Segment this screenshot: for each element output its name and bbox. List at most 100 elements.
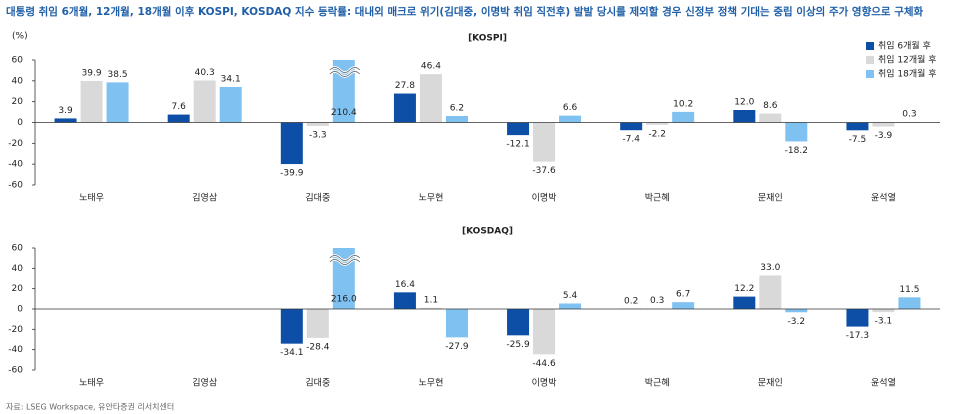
value-label: 1.1 xyxy=(424,295,438,305)
x-tick-label: 노태우 xyxy=(79,193,104,204)
bar xyxy=(533,122,556,162)
legend-swatch xyxy=(866,70,874,78)
value-label: 6.7 xyxy=(676,290,690,300)
value-label: 0.3 xyxy=(650,296,664,306)
value-label: 8.6 xyxy=(763,101,778,111)
bar xyxy=(280,122,303,165)
bar xyxy=(507,122,530,136)
bar xyxy=(219,86,242,123)
x-tick-label: 김대중 xyxy=(305,192,330,204)
value-label: -25.9 xyxy=(506,340,530,350)
value-label: 6.2 xyxy=(450,104,464,114)
value-label: 34.1 xyxy=(221,74,241,84)
x-tick-label: 이명박 xyxy=(532,193,557,204)
value-label: 12.2 xyxy=(734,284,754,294)
y-tick-label: 0 xyxy=(17,305,23,315)
bar xyxy=(646,122,669,125)
legend-swatch xyxy=(866,56,874,64)
x-tick-label: 이명박 xyxy=(532,378,557,389)
x-tick-label: 문재인 xyxy=(758,378,783,389)
bar xyxy=(54,118,77,123)
legend-label: 취임 12개월 후 xyxy=(878,54,937,66)
bar xyxy=(672,111,695,123)
bar xyxy=(80,80,103,123)
value-label: 27.8 xyxy=(395,81,415,91)
value-label: 216.0 xyxy=(331,295,357,305)
value-label: 3.9 xyxy=(58,106,73,116)
y-tick-label: 20 xyxy=(12,97,24,107)
bar xyxy=(393,292,416,309)
value-label: 0.3 xyxy=(902,110,916,120)
y-tick-label: 60 xyxy=(12,56,24,66)
value-label: -7.5 xyxy=(849,135,867,145)
y-tick-label: 0 xyxy=(17,118,23,128)
value-label: 40.3 xyxy=(195,68,215,78)
y-tick-label: 60 xyxy=(12,244,24,254)
x-tick-label: 박근혜 xyxy=(645,192,670,204)
x-tick-label: 김영삼 xyxy=(192,377,217,389)
bar xyxy=(620,122,643,131)
x-tick-label: 윤석열 xyxy=(871,378,896,389)
value-label: 16.4 xyxy=(395,280,415,290)
value-label: -34.1 xyxy=(280,348,303,358)
value-label: -39.9 xyxy=(280,169,304,179)
bar xyxy=(672,302,695,309)
bar xyxy=(393,93,416,123)
x-tick-label: 노무현 xyxy=(419,193,444,204)
bar xyxy=(733,296,756,309)
y-tick-label: -60 xyxy=(8,181,23,191)
x-tick-label: 박근혜 xyxy=(645,377,670,389)
x-tick-label: 문재인 xyxy=(758,193,783,204)
panel-title: [KOSDAQ] xyxy=(462,227,513,237)
y-tick-label: -20 xyxy=(8,325,23,335)
value-label: 10.2 xyxy=(673,99,693,109)
value-label: 7.6 xyxy=(172,102,187,112)
axis-break xyxy=(329,67,361,77)
value-label: 0.2 xyxy=(624,296,638,306)
y-unit: (%) xyxy=(12,32,28,42)
bar xyxy=(419,74,442,123)
y-tick-label: -40 xyxy=(8,160,23,170)
bar xyxy=(167,114,190,123)
bar xyxy=(846,122,869,131)
y-tick-label: -60 xyxy=(8,366,23,376)
bar xyxy=(898,297,921,309)
y-tick-label: -20 xyxy=(8,139,23,149)
bar xyxy=(507,309,530,336)
panel-title: [KOSPI] xyxy=(468,34,507,44)
bar xyxy=(533,309,556,355)
value-label: -28.4 xyxy=(306,342,330,352)
value-label: -3.2 xyxy=(788,317,806,327)
value-label: -3.1 xyxy=(875,317,893,327)
value-label: -44.6 xyxy=(532,359,556,369)
y-tick-label: 40 xyxy=(12,264,24,274)
bar xyxy=(733,110,756,123)
value-label: 12.0 xyxy=(734,98,754,108)
value-label: -18.2 xyxy=(785,146,808,156)
value-label: -17.3 xyxy=(846,331,869,341)
bar xyxy=(193,80,216,123)
x-tick-label: 윤석열 xyxy=(871,193,896,204)
bar xyxy=(872,309,895,313)
bar xyxy=(306,309,329,338)
value-label: -2.2 xyxy=(648,129,666,139)
value-label: 39.9 xyxy=(82,68,102,78)
x-tick-label: 김영삼 xyxy=(192,192,217,204)
bar xyxy=(445,309,468,338)
legend-label: 취임 18개월 후 xyxy=(878,68,937,80)
value-label: -12.1 xyxy=(506,140,529,150)
legend-label: 취임 6개월 후 xyxy=(878,40,931,52)
value-label: 210.4 xyxy=(331,108,357,118)
value-label: 11.5 xyxy=(899,285,919,295)
y-tick-label: 20 xyxy=(12,284,24,294)
bar xyxy=(872,122,895,127)
y-tick-label: 40 xyxy=(12,76,24,86)
y-tick-label: -40 xyxy=(8,345,23,355)
bar xyxy=(759,275,782,309)
x-tick-label: 김대중 xyxy=(305,377,330,389)
bar xyxy=(106,82,129,123)
value-label: -3.3 xyxy=(309,130,327,140)
value-label: -27.9 xyxy=(445,342,469,352)
value-label: -7.4 xyxy=(622,135,640,145)
bar xyxy=(445,116,468,123)
